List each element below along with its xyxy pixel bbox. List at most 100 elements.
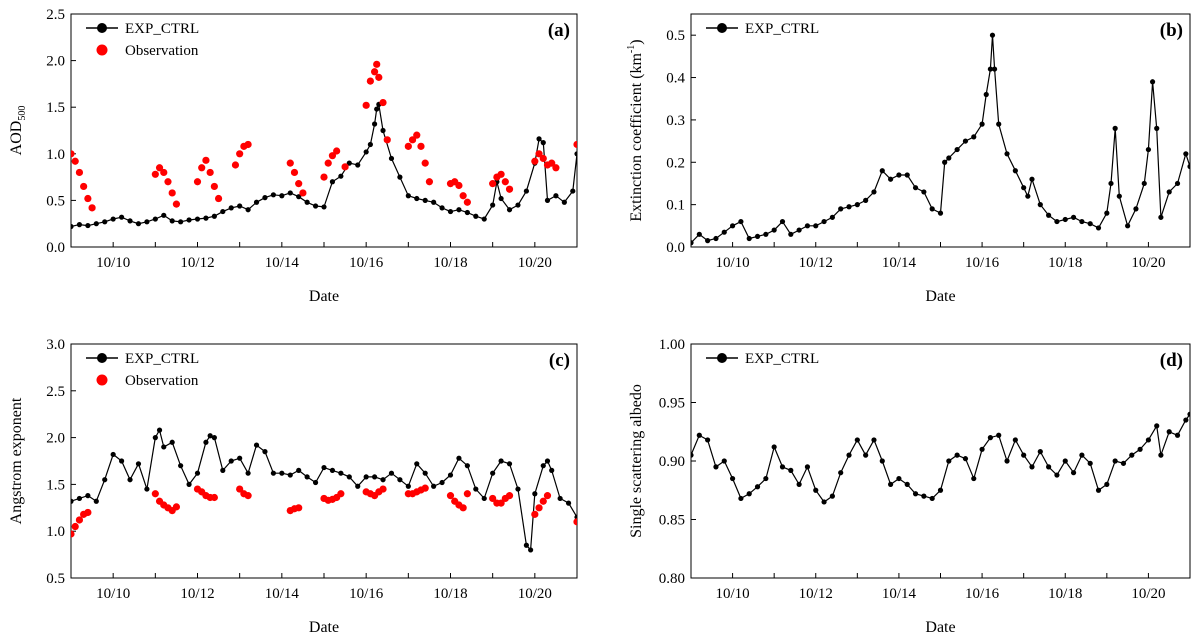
observation-point bbox=[463, 198, 471, 206]
data-point bbox=[987, 66, 994, 72]
data-point bbox=[721, 229, 727, 235]
data-point bbox=[971, 134, 977, 140]
data-point bbox=[1037, 449, 1043, 455]
data-point bbox=[1154, 125, 1160, 131]
data-point bbox=[1145, 437, 1152, 443]
data-point bbox=[515, 202, 521, 208]
observation-point bbox=[501, 178, 509, 186]
data-point bbox=[544, 458, 551, 464]
observation-point bbox=[210, 182, 218, 191]
data-point bbox=[888, 481, 894, 487]
data-point bbox=[220, 208, 226, 215]
data-point bbox=[912, 185, 919, 191]
y-tick-label: 0.0 bbox=[666, 240, 685, 256]
data-point bbox=[304, 199, 310, 205]
data-point bbox=[1133, 206, 1139, 212]
observation-point bbox=[341, 163, 349, 171]
y-tick-label: 1.0 bbox=[46, 524, 65, 540]
data-point bbox=[228, 205, 234, 211]
observation-point bbox=[299, 189, 307, 197]
legend-label: Observation bbox=[125, 43, 199, 59]
chart-panel-2: 0.0 0.1 0.2 0.3 0.4 0.5 10/10 10/12 10/14 10/16 10… bbox=[626, 13, 1191, 305]
data-point bbox=[871, 437, 877, 443]
data-point bbox=[821, 499, 827, 505]
data-point bbox=[813, 487, 819, 493]
data-point bbox=[1021, 452, 1027, 458]
data-point bbox=[705, 238, 711, 244]
data-point bbox=[705, 437, 711, 443]
x-tick-label: 10/10 bbox=[96, 586, 130, 602]
observation-point bbox=[164, 178, 172, 186]
observation-point bbox=[373, 60, 381, 68]
data-point bbox=[245, 207, 251, 213]
data-point bbox=[871, 189, 877, 195]
observation-point bbox=[172, 503, 181, 511]
data-point bbox=[422, 197, 428, 203]
observation-point bbox=[535, 150, 543, 158]
x-tick-label: 10/20 bbox=[1131, 586, 1165, 602]
data-point bbox=[270, 192, 276, 198]
data-point bbox=[498, 458, 504, 464]
data-point bbox=[93, 221, 99, 227]
chart-panel-3: 0.5 1.0 1.5 2.0 2.5 3.0 10/10 10/12 10/14 10/16 10… bbox=[8, 337, 578, 636]
y-tick-label: 2.0 bbox=[46, 431, 65, 447]
x-tick-label: 10/16 bbox=[349, 586, 384, 602]
data-point bbox=[821, 218, 827, 225]
observation-point bbox=[497, 499, 505, 507]
observation-point bbox=[539, 497, 547, 505]
data-point bbox=[439, 205, 445, 211]
plot-area bbox=[71, 60, 577, 230]
data-point bbox=[296, 194, 302, 200]
observation-point bbox=[244, 140, 252, 149]
x-axis-label: Date bbox=[309, 288, 339, 305]
data-point bbox=[338, 173, 344, 179]
data-point bbox=[929, 206, 935, 212]
data-point bbox=[846, 204, 852, 210]
data-point bbox=[771, 227, 777, 233]
data-point bbox=[544, 197, 551, 203]
data-point bbox=[1079, 452, 1085, 458]
data-point bbox=[279, 193, 285, 199]
observation-point bbox=[236, 485, 244, 493]
data-point bbox=[1108, 180, 1114, 187]
x-tick-label: 10/14 bbox=[882, 255, 917, 271]
data-point bbox=[788, 231, 794, 237]
data-point bbox=[1062, 458, 1068, 464]
data-point bbox=[152, 435, 158, 441]
data-point bbox=[763, 475, 769, 482]
data-point bbox=[946, 155, 952, 161]
data-point bbox=[490, 202, 496, 208]
data-point bbox=[506, 207, 513, 213]
observation-point bbox=[552, 164, 560, 172]
data-point bbox=[102, 477, 108, 483]
data-point bbox=[346, 474, 352, 480]
data-point bbox=[85, 222, 91, 229]
data-point bbox=[713, 464, 719, 470]
data-point bbox=[754, 233, 761, 240]
observation-point bbox=[446, 492, 455, 500]
observation-point bbox=[84, 508, 92, 517]
y-tick-label: 1.5 bbox=[46, 477, 65, 493]
data-point bbox=[203, 215, 209, 221]
data-point bbox=[553, 193, 559, 199]
data-point bbox=[540, 463, 546, 469]
x-tick-label: 10/10 bbox=[715, 255, 749, 271]
data-point bbox=[186, 481, 192, 487]
data-point bbox=[262, 195, 268, 201]
observation-point bbox=[71, 150, 75, 158]
data-point bbox=[1166, 429, 1172, 435]
legend-label: EXP_CTRL bbox=[125, 351, 199, 367]
observation-point bbox=[75, 168, 84, 177]
data-point bbox=[979, 446, 985, 452]
series-exp-ctrl bbox=[691, 32, 1190, 246]
data-point bbox=[363, 149, 369, 155]
x-tick-label: 10/12 bbox=[799, 255, 833, 271]
observation-point bbox=[408, 136, 417, 144]
data-point bbox=[962, 138, 969, 144]
y-tick-label: 0.2 bbox=[666, 155, 685, 171]
y-tick-label: 1.00 bbox=[659, 337, 685, 353]
legend: EXP_CTRL bbox=[706, 21, 819, 37]
data-point bbox=[696, 231, 702, 237]
data-point bbox=[110, 451, 116, 458]
data-point bbox=[929, 495, 935, 502]
